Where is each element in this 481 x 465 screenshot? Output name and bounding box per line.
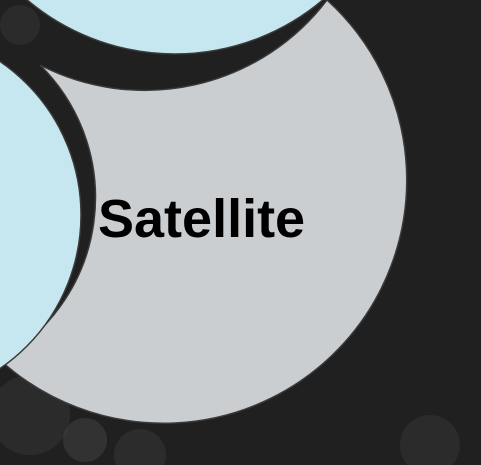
satellite-node (0, 0, 408, 424)
neighbor-node-top (26, 0, 324, 55)
satellite-label: Satellite (98, 189, 305, 249)
neighbor-node-left (0, 60, 82, 370)
